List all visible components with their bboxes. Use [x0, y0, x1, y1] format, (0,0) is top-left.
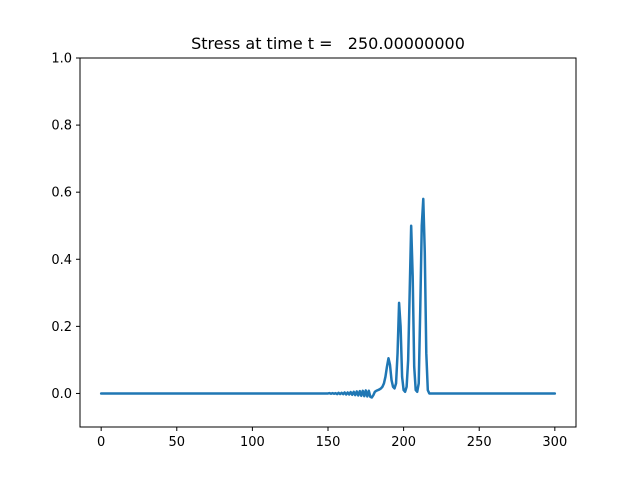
x-tick-label: 300: [542, 435, 567, 450]
x-tick-label: 200: [391, 435, 416, 450]
y-tick-label: 0.4: [51, 253, 72, 268]
plot-area: 0 50 100 150 200 250 300 0.0 0.2 0.4 0.6 0.8 1.0: [51, 52, 577, 450]
y-tick-label: 0.0: [51, 387, 72, 402]
y-tick-label: 0.2: [51, 320, 72, 335]
x-tick-label: 100: [240, 435, 265, 450]
x-tick-label: 50: [169, 435, 186, 450]
chart-title: Stress at time t = 250.00000000: [191, 34, 465, 53]
x-tick-label: 0: [97, 435, 105, 450]
series-line-0: [99, 197, 557, 399]
y-tick-label: 1.0: [51, 52, 72, 67]
x-tick-label: 250: [467, 435, 492, 450]
y-tick-label: 0.6: [51, 186, 72, 201]
y-tick-label: 0.8: [51, 119, 72, 134]
x-tick-label: 150: [316, 435, 341, 450]
